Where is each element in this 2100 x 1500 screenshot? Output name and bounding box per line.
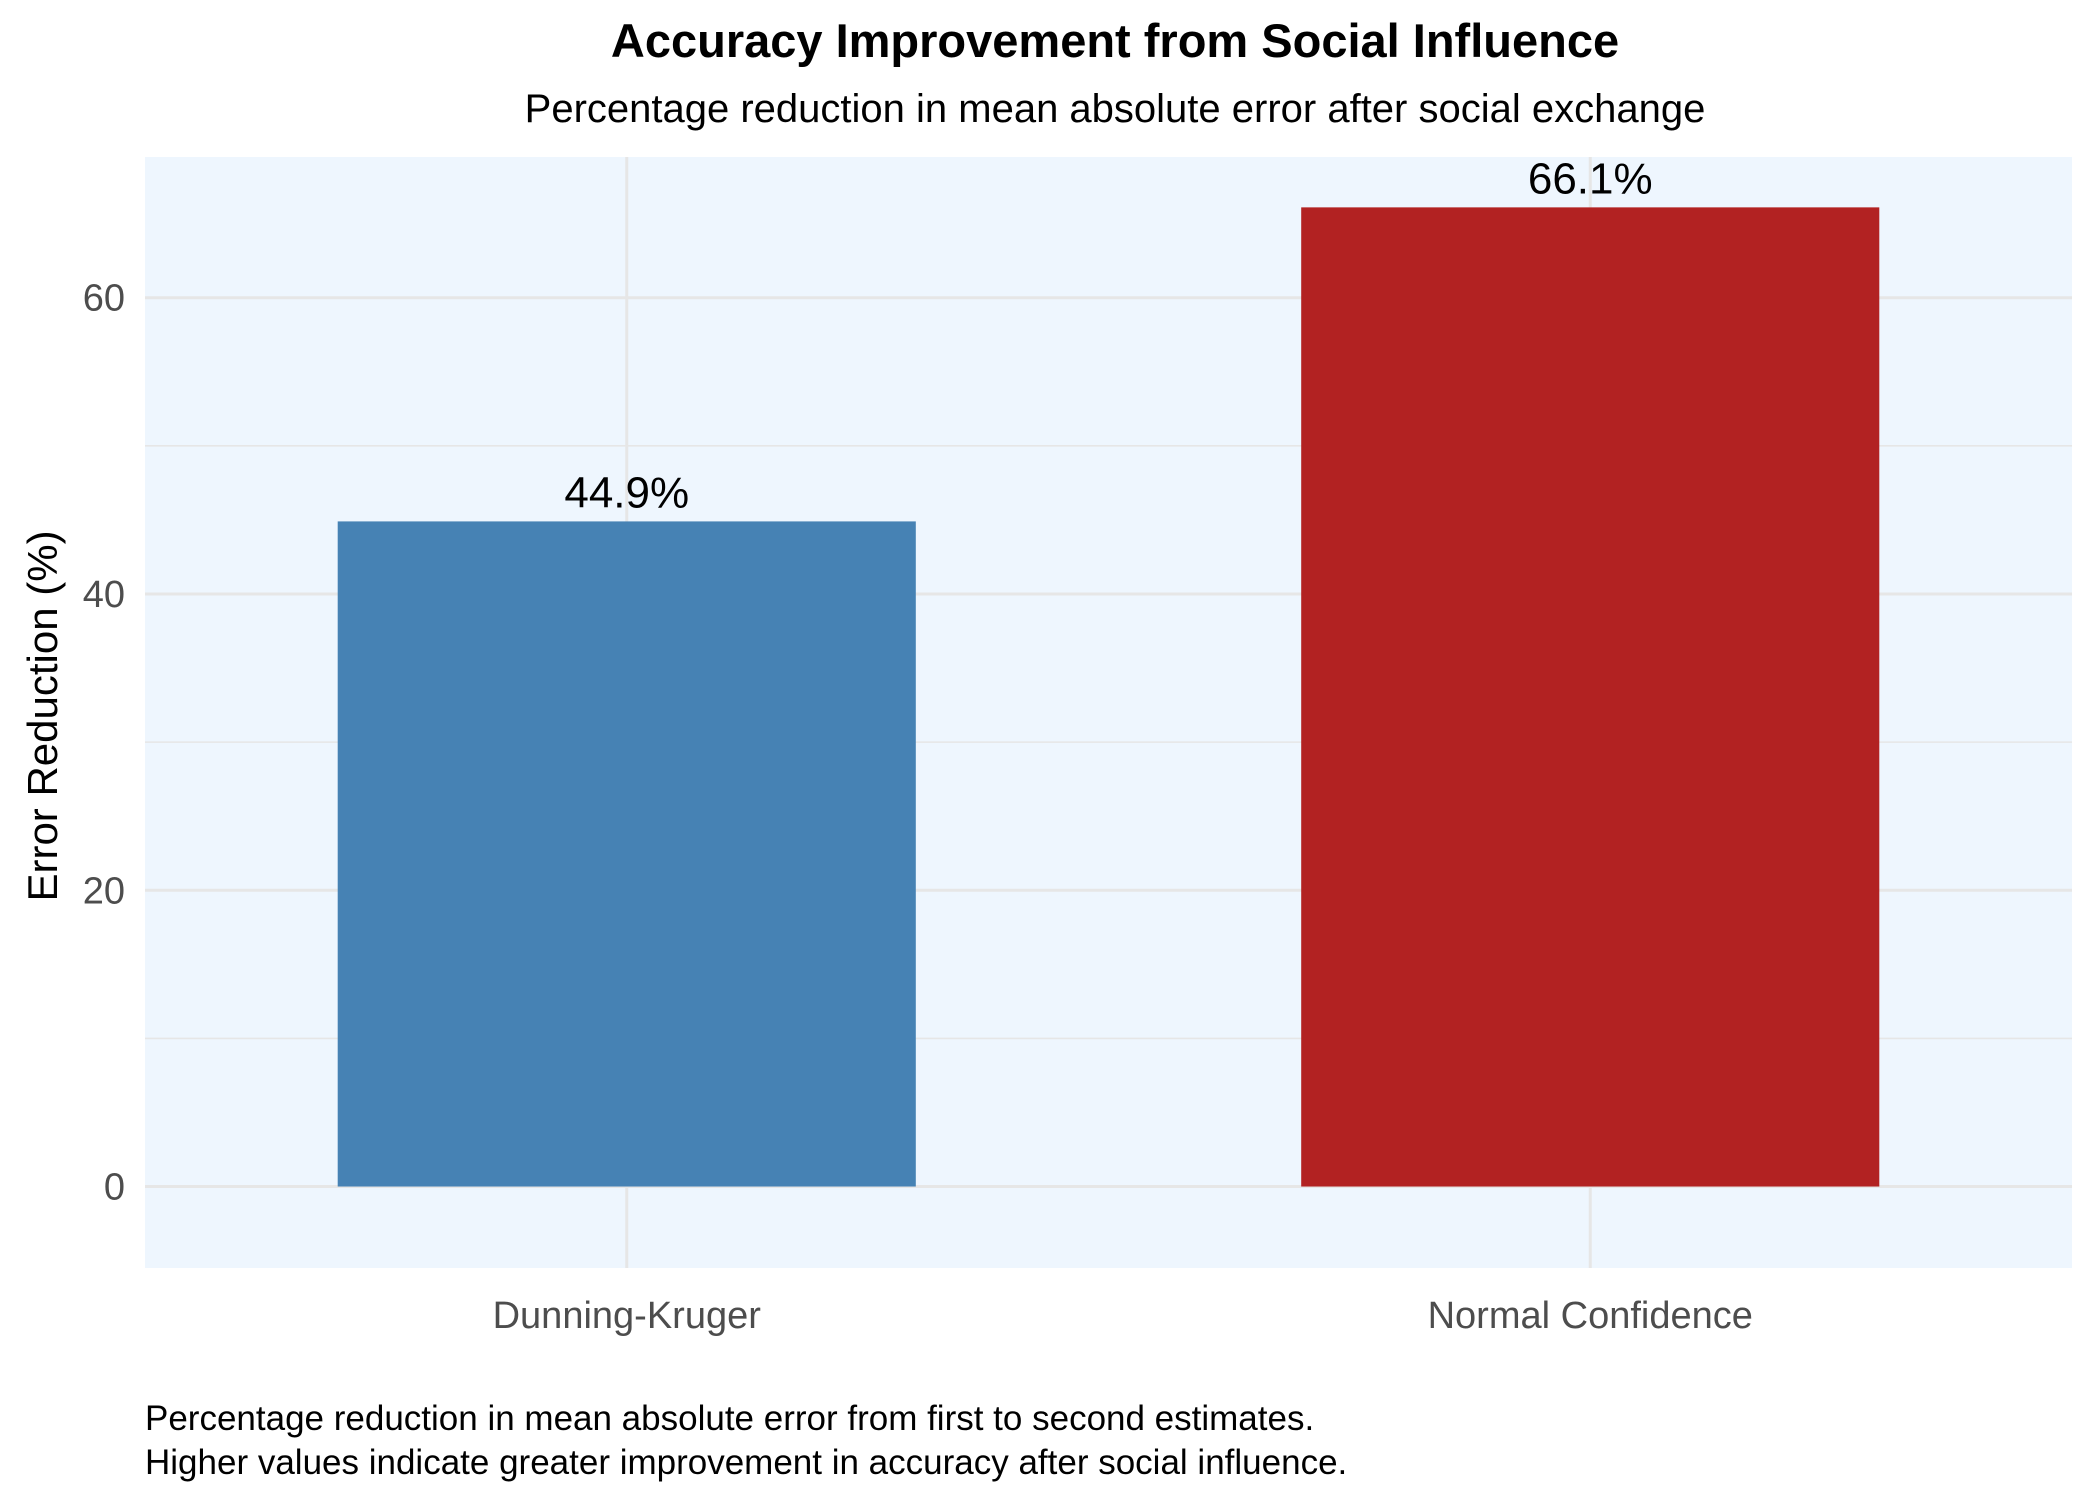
bar-dunning-kruger xyxy=(337,521,916,1187)
x-tick-label: Normal Confidence xyxy=(1428,1295,1753,1337)
bar-normal-confidence xyxy=(1301,207,1880,1187)
bar-value-labels: 44.9% 66.1% xyxy=(564,154,1652,517)
y-axis-title: Error Reduction (%) xyxy=(19,530,66,901)
chart-subtitle: Percentage reduction in mean absolute er… xyxy=(525,87,1706,131)
x-tick-label: Dunning-Kruger xyxy=(493,1295,762,1337)
bar-value-label: 66.1% xyxy=(1528,154,1653,203)
y-tick-label: 20 xyxy=(83,870,125,912)
x-axis-ticks: Dunning-Kruger Normal Confidence xyxy=(493,1295,1753,1337)
y-axis-ticks: 0 20 40 60 xyxy=(83,278,125,1209)
y-tick-label: 40 xyxy=(83,574,125,616)
chart-title: Accuracy Improvement from Social Influen… xyxy=(611,14,1619,67)
bar-value-label: 44.9% xyxy=(564,468,689,517)
caption-line-1: Percentage reduction in mean absolute er… xyxy=(145,1399,1314,1438)
y-tick-label: 60 xyxy=(83,278,125,320)
caption-line-2: Higher values indicate greater improveme… xyxy=(145,1443,1347,1482)
bars xyxy=(337,207,1880,1187)
y-tick-label: 0 xyxy=(104,1167,125,1209)
